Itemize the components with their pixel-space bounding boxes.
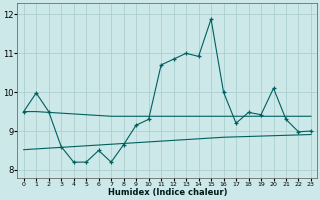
X-axis label: Humidex (Indice chaleur): Humidex (Indice chaleur) [108,188,227,197]
